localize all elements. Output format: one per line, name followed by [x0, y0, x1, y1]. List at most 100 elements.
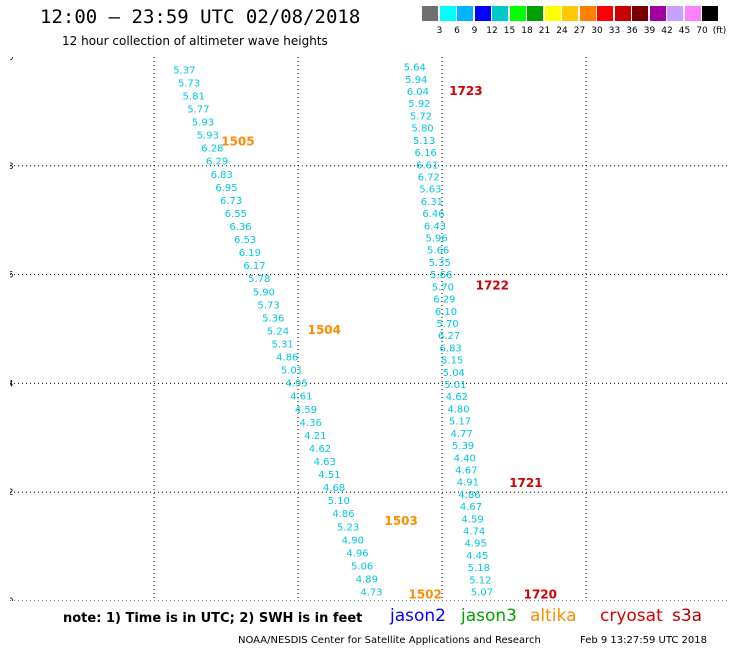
wave-height-value: 5.96 [425, 234, 447, 245]
wave-height-value: 6.61 [416, 160, 438, 171]
color-scale-swatch [474, 6, 491, 21]
wave-height-value: 5.77 [187, 104, 209, 115]
color-scale-label: 24 [556, 26, 568, 36]
wave-height-value: 5.94 [405, 75, 427, 86]
color-scale-label: 27 [573, 26, 586, 36]
wave-height-value: 5.01 [281, 366, 303, 377]
wave-height-value: 5.92 [408, 99, 430, 110]
color-scale-label: 21 [538, 26, 551, 36]
color-scale-label: 70 [696, 26, 708, 36]
wave-height-value: 4.45 [466, 551, 488, 562]
wave-height-value: 6.10 [435, 307, 457, 318]
wave-height-value: 5.80 [411, 124, 433, 135]
color-scale-unit: (ft) [712, 26, 727, 36]
wave-height-value: 5.23 [337, 522, 359, 533]
legend-altika: altika [530, 606, 577, 626]
wave-height-value: 5.36 [262, 313, 284, 324]
wave-height-value: 5.78 [248, 274, 270, 285]
wave-height-value: 4.62 [309, 444, 331, 455]
wave-height-value: 4.77 [450, 429, 472, 440]
wave-height-value: 4.67 [455, 465, 477, 476]
wave-height-value: 5.10 [328, 496, 350, 507]
color-scale-label: 39 [643, 26, 656, 36]
y-tick-label: 46 [10, 271, 14, 281]
credit-text: NOAA/NESDIS Center for Satellite Applica… [238, 635, 541, 646]
legend-cryosat: cryosat [600, 606, 663, 626]
wave-height-value: 5.73 [257, 300, 279, 311]
wave-height-value: 5.06 [351, 561, 373, 572]
wave-height-value: 4.89 [356, 575, 378, 586]
pass-time-label: 1502 [408, 587, 441, 601]
color-scale-label: 9 [471, 26, 478, 36]
wave-height-value: 4.86 [458, 490, 480, 501]
wave-height-value: 6.29 [206, 157, 228, 168]
color-scale-swatch [632, 6, 648, 21]
wave-height-value: 5.70 [436, 319, 458, 330]
wave-height-value: 5.17 [449, 417, 471, 428]
footer-note: note: 1) Time is in UTC; 2) SWH is in fe… [63, 611, 363, 626]
wave-height-value: 4.68 [323, 483, 345, 494]
wave-height-value: 5.66 [430, 270, 452, 281]
legend-jason2: jason2 [390, 606, 446, 626]
wave-height-value: 5.15 [441, 356, 463, 367]
wave-height-value: 6.28 [201, 144, 223, 155]
wave-height-value: 4.86 [332, 509, 354, 520]
pass-time-label: 1503 [384, 514, 417, 528]
color-scale-label: 18 [521, 26, 533, 36]
color-scale-swatch [439, 6, 456, 21]
color-scale-swatch [422, 6, 438, 21]
pass-time-label: 1504 [308, 323, 341, 337]
color-scale-label: 12 [486, 26, 498, 36]
wave-height-value: 5.72 [410, 111, 432, 122]
wave-height-value: 6.46 [422, 209, 444, 220]
wave-height-value: 6.36 [229, 222, 251, 233]
wave-height-value: 5.18 [468, 563, 490, 574]
color-scale-label: 33 [608, 26, 621, 36]
wave-height-value: 6.72 [418, 172, 440, 183]
color-scale-swatch [702, 6, 718, 21]
wave-height-value: 6.04 [407, 87, 429, 98]
y-tick-label: 50 [10, 57, 14, 63]
color-scale-swatch [597, 6, 613, 21]
color-scale-swatch [614, 6, 631, 21]
wave-height-value: 6.16 [415, 148, 437, 159]
wave-height-value: 4.91 [457, 478, 479, 489]
wave-height-value: 6.55 [225, 209, 247, 220]
y-tick-label: 48 [10, 162, 14, 172]
wave-height-value: 5.90 [253, 287, 275, 298]
wave-height-value: 6.95 [215, 183, 237, 194]
wave-height-value: 5.64 [404, 63, 426, 74]
wave-height-value: 4.90 [342, 535, 364, 546]
color-scale-swatch [527, 6, 543, 21]
generation-timestamp: Feb 9 13:27:59 UTC 2018 [580, 635, 707, 646]
color-scale-swatch [509, 6, 526, 21]
wave-height-value: 5.01 [444, 380, 466, 391]
wave-height-value: 5.31 [271, 339, 293, 350]
color-scale-label: 3 [436, 26, 443, 36]
color-scale-label: 45 [678, 26, 691, 36]
color-scale-swatch [457, 6, 473, 21]
pass-time-label: 1723 [449, 84, 482, 98]
color-scale-swatch [562, 6, 578, 21]
color-scale-swatch [667, 6, 683, 21]
wave-height-value: 4.86 [276, 353, 298, 364]
wave-height-value: 5.07 [471, 588, 493, 599]
color-scale-label: 42 [661, 26, 673, 36]
wave-height-value: 6.73 [220, 196, 242, 207]
color-scale-label: 6 [454, 26, 460, 36]
pass-time-label: 1721 [509, 476, 542, 490]
wave-height-value: 6.31 [421, 197, 443, 208]
y-tick-label: 42 [10, 488, 13, 498]
wave-height-value: 5.24 [267, 326, 289, 337]
wave-height-value: 4.62 [446, 392, 468, 403]
wave-height-value: 4.63 [314, 457, 336, 468]
wave-height-value: 5.13 [413, 136, 435, 147]
altimeter-map: -150-147-144-141-138-1355048464442405.37… [10, 57, 730, 601]
wave-height-value: 5.12 [469, 575, 491, 586]
wave-height-value: 6.53 [234, 235, 256, 246]
y-tick-label: 44 [10, 379, 14, 389]
wave-height-value: 4.51 [318, 470, 340, 481]
color-scale-label: 30 [591, 26, 603, 36]
wave-height-value: 5.39 [452, 441, 474, 452]
wave-height-value: 4.80 [447, 404, 469, 415]
